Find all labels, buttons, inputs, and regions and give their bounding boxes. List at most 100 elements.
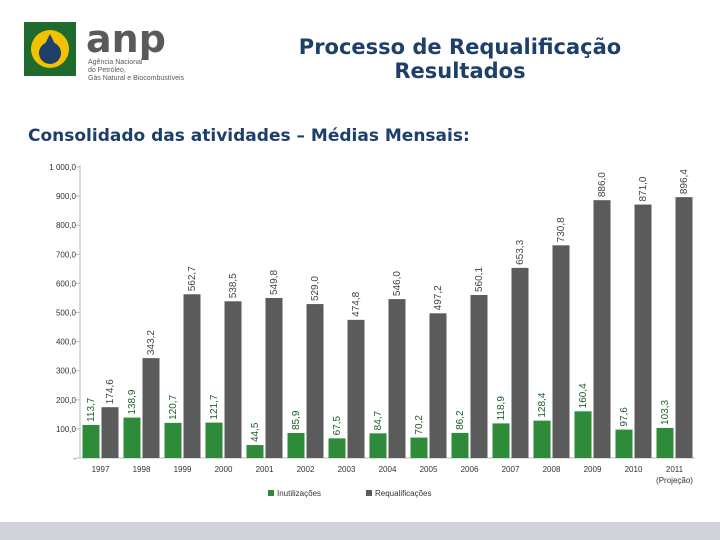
data-label: 871,0 <box>638 176 649 201</box>
logo-text-2: do Petróleo, <box>88 67 126 74</box>
data-label: 84,7 <box>373 410 384 430</box>
x-tick-sublabel: (Projeção) <box>656 476 693 485</box>
data-label: 343,2 <box>146 330 157 355</box>
legend-label-inutilizacoes: Inutilizações <box>277 489 321 498</box>
data-label: 67,5 <box>332 415 343 435</box>
legend-swatch-requalificacoes <box>366 490 372 496</box>
data-label: 174,6 <box>105 379 116 404</box>
y-tick-label: 500,0 <box>56 309 77 318</box>
bar-inutilizacoes <box>451 432 469 458</box>
x-tick-label: 2004 <box>379 465 397 474</box>
x-tick-label: 2001 <box>256 465 274 474</box>
data-label: 160,4 <box>578 383 589 408</box>
data-label: 85,9 <box>291 410 302 430</box>
logo-text-1: Agência Nacional <box>88 59 143 66</box>
y-tick-label: 700,0 <box>56 250 77 259</box>
data-label: 113,7 <box>86 397 97 422</box>
y-tick-label: 200,0 <box>56 396 77 405</box>
x-tick-label: 2002 <box>297 465 315 474</box>
bar-inutilizacoes <box>574 411 592 458</box>
bar-inutilizacoes <box>656 427 674 458</box>
logo-text-3: Gás Natural e Biocombustíveis <box>88 75 185 82</box>
page-title: Processo de Requalificação Resultados <box>250 35 670 83</box>
data-label: 560,1 <box>474 267 485 292</box>
y-tick-label: 400,0 <box>56 338 77 347</box>
data-label: 562,7 <box>187 266 198 291</box>
data-label: 474,8 <box>351 291 362 316</box>
bar-requalificacoes <box>101 407 119 458</box>
x-tick-label: 2003 <box>338 465 356 474</box>
bar-inutilizacoes <box>164 422 182 458</box>
legend-swatch-inutilizacoes <box>268 490 274 496</box>
data-label: 546,0 <box>392 271 403 296</box>
data-label: 70,2 <box>414 415 425 435</box>
data-label: 103,3 <box>660 399 671 424</box>
anp-logo-graphic: anp Agência Nacional do Petróleo, Gás Na… <box>24 17 185 82</box>
bar-requalificacoes <box>429 313 447 458</box>
x-tick-label: 1997 <box>92 465 110 474</box>
bar-requalificacoes <box>347 319 365 458</box>
x-tick-label: 2008 <box>543 465 561 474</box>
x-tick-label: 2007 <box>502 465 520 474</box>
bar-inutilizacoes <box>287 433 305 458</box>
x-tick-label: 1999 <box>174 465 192 474</box>
bar-inutilizacoes <box>492 423 510 458</box>
y-tick-label: - <box>73 454 76 463</box>
y-tick-label: 100,0 <box>56 425 77 434</box>
data-label: 118,9 <box>496 396 507 421</box>
bar-inutilizacoes <box>533 420 551 458</box>
x-tick-label: 2000 <box>215 465 233 474</box>
data-label: 538,5 <box>228 273 239 298</box>
bar-inutilizacoes <box>410 437 428 458</box>
bar-inutilizacoes <box>615 429 633 458</box>
data-label: 120,7 <box>168 394 179 419</box>
x-tick-label: 2010 <box>625 465 643 474</box>
bar-requalificacoes <box>470 295 488 458</box>
bar-requalificacoes <box>142 358 160 458</box>
legend-label-requalificacoes: Requalificações <box>375 489 431 498</box>
bar-inutilizacoes <box>82 424 100 458</box>
data-label: 529,0 <box>310 276 321 301</box>
bar-inutilizacoes <box>123 417 141 458</box>
data-label: 730,8 <box>556 217 567 242</box>
data-label: 497,2 <box>433 285 444 310</box>
x-tick-label: 2005 <box>420 465 438 474</box>
x-tick-label: 2006 <box>461 465 479 474</box>
logo-wordmark: anp <box>86 20 166 61</box>
y-tick-label: 900,0 <box>56 192 77 201</box>
title-line-2: Resultados <box>394 59 526 83</box>
bar-inutilizacoes <box>369 433 387 458</box>
x-tick-label: 2011 <box>666 465 684 474</box>
data-label: 128,4 <box>537 392 548 417</box>
title-line-1: Processo de Requalificação <box>298 35 622 59</box>
bar-requalificacoes <box>634 204 652 458</box>
data-label: 44,5 <box>250 422 261 442</box>
bar-inutilizacoes <box>205 422 223 458</box>
y-tick-label: 300,0 <box>56 367 77 376</box>
data-label: 896,4 <box>679 169 690 194</box>
bar-requalificacoes <box>306 304 324 458</box>
data-label: 121,7 <box>209 394 220 419</box>
footer-bar <box>0 522 720 540</box>
data-label: 97,6 <box>619 407 630 427</box>
y-tick-label: 600,0 <box>56 279 77 288</box>
bar-requalificacoes <box>593 200 611 458</box>
x-tick-label: 1998 <box>133 465 151 474</box>
logo-drop-tip <box>42 34 58 50</box>
data-label: 886,0 <box>597 172 608 197</box>
data-label: 549,8 <box>269 270 280 295</box>
data-label: 86,2 <box>455 410 466 430</box>
bar-requalificacoes <box>552 245 570 458</box>
y-tick-label: 800,0 <box>56 221 77 230</box>
bar-requalificacoes <box>511 267 529 458</box>
bar-requalificacoes <box>183 294 201 458</box>
data-label: 653,3 <box>515 239 526 264</box>
bar-requalificacoes <box>675 197 693 459</box>
bar-inutilizacoes <box>246 445 264 458</box>
bar-requalificacoes <box>388 299 406 458</box>
anp-logo: anp Agência Nacional do Petróleo, Gás Na… <box>22 17 192 90</box>
bar-chart: - 100,0 200,0 300,0 400,0 500,0 600,0 700,0 800,… <box>49 163 695 498</box>
x-tick-label: 2009 <box>584 465 602 474</box>
y-tick-label: 1 000,0 <box>49 163 76 172</box>
bar-requalificacoes <box>224 301 242 458</box>
